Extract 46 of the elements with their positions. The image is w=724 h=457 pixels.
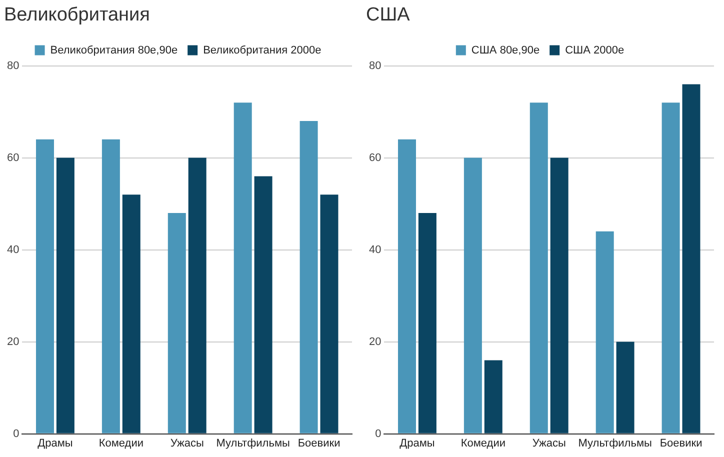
x-tick-label: Мультфильмы [216,437,290,450]
x-tick-label: Ужасы [532,437,566,450]
chart-title: Великобритания [4,4,150,26]
bar [36,139,54,434]
legend-label: Великобритания 2000е [203,44,322,56]
x-tick-label: Драмы [400,437,435,450]
y-tick-label: 20 [6,336,20,348]
y-tick-label: 0 [13,428,20,440]
bar [300,121,318,434]
x-tick-label: Драмы [38,437,73,450]
bar [234,102,252,434]
bar [398,139,416,434]
bar [596,231,614,434]
bar [464,158,482,434]
y-tick-label: 60 [6,152,20,164]
chart-title: США [366,4,410,26]
y-tick-label: 80 [6,60,20,72]
y-tick-label: 40 [368,244,382,256]
bar [550,158,568,434]
bar [188,158,206,434]
bar [682,84,700,434]
x-tick-label: Боевики [298,437,340,450]
bar [484,360,502,434]
x-tick-label: Мультфильмы [578,437,652,450]
bar [168,213,186,434]
bar [122,194,140,434]
bar [662,102,680,434]
y-tick-label: 60 [368,152,382,164]
bar [254,176,272,434]
y-tick-label: 80 [368,60,382,72]
x-tick-label: Ужасы [170,437,204,450]
bar [102,139,120,434]
x-tick-label: Боевики [660,437,702,450]
bar [530,102,548,434]
x-tick-label: Комедии [98,437,144,450]
legend-label: Великобритания 80е,90е [50,44,178,56]
bar [418,213,436,434]
bar [56,158,74,434]
y-tick-label: 0 [375,428,382,440]
bar [320,194,338,434]
legend-label: США 2000е [565,44,624,56]
legend-label: США 80е,90е [471,44,540,56]
bar [616,342,634,434]
y-tick-label: 40 [6,244,20,256]
y-tick-label: 20 [368,336,382,348]
x-tick-label: Комедии [460,437,506,450]
